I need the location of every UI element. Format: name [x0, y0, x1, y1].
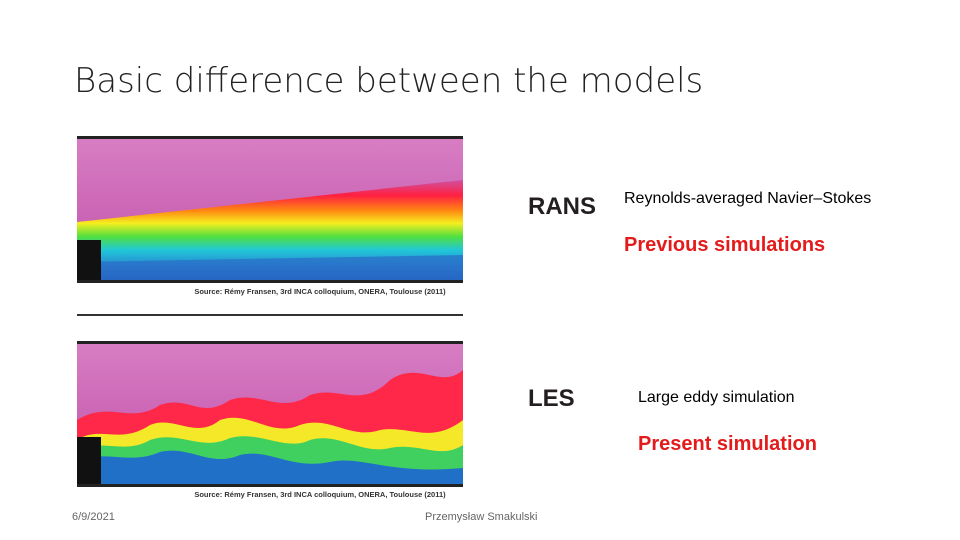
model-note: Present simulation: [638, 433, 817, 455]
slide-title: Basic difference between the models: [74, 61, 703, 101]
model-label: LES: [528, 385, 575, 412]
model-note: Previous simulations: [624, 234, 825, 256]
model-label: RANS: [528, 193, 596, 220]
footer-author: Przemysław Smakulski: [425, 511, 537, 523]
les-image: [77, 341, 463, 487]
image-source: Source: Rémy Fransen, 3rd INCA colloquiu…: [194, 287, 446, 296]
image-source: Source: Rémy Fransen, 3rd INCA colloquiu…: [194, 490, 446, 499]
rans-image: [77, 136, 463, 283]
footer-date: 6/9/2021: [72, 511, 115, 523]
model-description: Reynolds-averaged Navier–Stokes: [624, 190, 871, 207]
model-description: Large eddy simulation: [638, 389, 795, 406]
